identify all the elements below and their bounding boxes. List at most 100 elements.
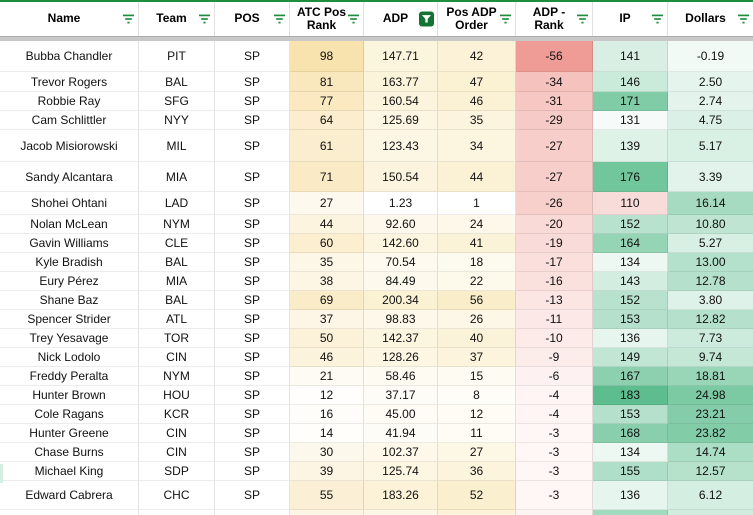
cell-team[interactable]: CIN bbox=[139, 443, 215, 462]
cell-atc[interactable]: 50 bbox=[290, 329, 364, 348]
cell-ip[interactable]: 146 bbox=[593, 72, 668, 92]
cell-ip[interactable]: 183 bbox=[593, 386, 668, 405]
partial-cell-order[interactable] bbox=[438, 510, 516, 515]
cell-name[interactable]: Spencer Strider bbox=[0, 310, 139, 329]
cell-adp[interactable]: 142.60 bbox=[364, 234, 438, 253]
cell-ip[interactable]: 134 bbox=[593, 253, 668, 272]
cell-team[interactable]: SFG bbox=[139, 92, 215, 111]
cell-order[interactable]: 40 bbox=[438, 329, 516, 348]
cell-team[interactable]: MIA bbox=[139, 272, 215, 291]
cell-team[interactable]: CLE bbox=[139, 234, 215, 253]
cell-adp[interactable]: 84.49 bbox=[364, 272, 438, 291]
cell-pos[interactable]: SP bbox=[215, 130, 290, 162]
cell-atc[interactable]: 61 bbox=[290, 130, 364, 162]
cell-team[interactable]: LAD bbox=[139, 192, 215, 215]
filter-icon[interactable] bbox=[198, 14, 211, 24]
cell-ip[interactable]: 168 bbox=[593, 424, 668, 443]
column-header-ip[interactable]: IP bbox=[593, 2, 668, 36]
cell-diff[interactable]: -3 bbox=[516, 443, 593, 462]
cell-team[interactable]: HOU bbox=[139, 386, 215, 405]
cell-pos[interactable]: SP bbox=[215, 481, 290, 510]
cell-dollars[interactable]: 14.74 bbox=[668, 443, 753, 462]
partial-cell-ip[interactable] bbox=[593, 510, 668, 515]
cell-atc[interactable]: 12 bbox=[290, 386, 364, 405]
cell-name[interactable]: Chase Burns bbox=[0, 443, 139, 462]
cell-adp[interactable]: 123.43 bbox=[364, 130, 438, 162]
cell-name[interactable]: Jacob Misiorowski bbox=[0, 130, 139, 162]
cell-pos[interactable]: SP bbox=[215, 329, 290, 348]
partial-cell-pos[interactable] bbox=[215, 510, 290, 515]
cell-order[interactable]: 15 bbox=[438, 367, 516, 386]
cell-diff[interactable]: -4 bbox=[516, 386, 593, 405]
cell-name[interactable]: Hunter Brown bbox=[0, 386, 139, 405]
cell-atc[interactable]: 30 bbox=[290, 443, 364, 462]
cell-name[interactable]: Gavin Williams bbox=[0, 234, 139, 253]
cell-dollars[interactable]: 23.21 bbox=[668, 405, 753, 424]
cell-team[interactable]: CHC bbox=[139, 481, 215, 510]
cell-atc[interactable]: 21 bbox=[290, 367, 364, 386]
cell-ip[interactable]: 152 bbox=[593, 291, 668, 310]
filter-icon[interactable] bbox=[499, 14, 512, 24]
cell-name[interactable]: Michael King bbox=[0, 462, 139, 481]
cell-pos[interactable]: SP bbox=[215, 72, 290, 92]
cell-ip[interactable]: 141 bbox=[593, 41, 668, 72]
cell-name[interactable]: Shohei Ohtani bbox=[0, 192, 139, 215]
cell-adp[interactable]: 200.34 bbox=[364, 291, 438, 310]
cell-name[interactable]: Eury Pérez bbox=[0, 272, 139, 291]
cell-ip[interactable]: 143 bbox=[593, 272, 668, 291]
partial-cell-adp[interactable] bbox=[364, 510, 438, 515]
cell-atc[interactable]: 77 bbox=[290, 92, 364, 111]
filter-icon[interactable] bbox=[347, 14, 360, 24]
cell-team[interactable]: TOR bbox=[139, 329, 215, 348]
cell-adp[interactable]: 125.69 bbox=[364, 111, 438, 130]
cell-diff[interactable]: -26 bbox=[516, 192, 593, 215]
cell-adp[interactable]: 147.71 bbox=[364, 41, 438, 72]
cell-dollars[interactable]: 3.80 bbox=[668, 291, 753, 310]
cell-adp[interactable]: 160.54 bbox=[364, 92, 438, 111]
cell-adp[interactable]: 128.26 bbox=[364, 348, 438, 367]
partial-cell-team[interactable] bbox=[139, 510, 215, 515]
cell-dollars[interactable]: 9.74 bbox=[668, 348, 753, 367]
cell-name[interactable]: Bubba Chandler bbox=[0, 41, 139, 72]
cell-pos[interactable]: SP bbox=[215, 192, 290, 215]
cell-ip[interactable]: 110 bbox=[593, 192, 668, 215]
column-header-atc[interactable]: ATC Pos Rank bbox=[290, 2, 364, 36]
column-header-dollars[interactable]: Dollars bbox=[668, 2, 753, 36]
cell-order[interactable]: 24 bbox=[438, 215, 516, 234]
cell-dollars[interactable]: 5.17 bbox=[668, 130, 753, 162]
cell-atc[interactable]: 16 bbox=[290, 405, 364, 424]
cell-atc[interactable]: 69 bbox=[290, 291, 364, 310]
cell-pos[interactable]: SP bbox=[215, 272, 290, 291]
cell-adp[interactable]: 58.46 bbox=[364, 367, 438, 386]
cell-diff[interactable]: -3 bbox=[516, 424, 593, 443]
cell-name[interactable]: Trey Yesavage bbox=[0, 329, 139, 348]
cell-diff[interactable]: -3 bbox=[516, 481, 593, 510]
cell-pos[interactable]: SP bbox=[215, 443, 290, 462]
cell-name[interactable]: Robbie Ray bbox=[0, 92, 139, 111]
cell-dollars[interactable]: 13.00 bbox=[668, 253, 753, 272]
cell-diff[interactable]: -3 bbox=[516, 462, 593, 481]
cell-pos[interactable]: SP bbox=[215, 111, 290, 130]
filter-icon[interactable] bbox=[122, 14, 135, 24]
partial-cell-atc[interactable] bbox=[290, 510, 364, 515]
cell-order[interactable]: 56 bbox=[438, 291, 516, 310]
cell-diff[interactable]: -56 bbox=[516, 41, 593, 72]
cell-ip[interactable]: 149 bbox=[593, 348, 668, 367]
cell-diff[interactable]: -13 bbox=[516, 291, 593, 310]
cell-team[interactable]: BAL bbox=[139, 291, 215, 310]
cell-order[interactable]: 12 bbox=[438, 405, 516, 424]
cell-order[interactable]: 42 bbox=[438, 41, 516, 72]
cell-name[interactable]: Nick Lodolo bbox=[0, 348, 139, 367]
cell-ip[interactable]: 131 bbox=[593, 111, 668, 130]
cell-name[interactable]: Cam Schlittler bbox=[0, 111, 139, 130]
cell-pos[interactable]: SP bbox=[215, 424, 290, 443]
cell-name[interactable]: Edward Cabrera bbox=[0, 481, 139, 510]
cell-dollars[interactable]: 5.27 bbox=[668, 234, 753, 253]
cell-adp[interactable]: 150.54 bbox=[364, 162, 438, 192]
cell-diff[interactable]: -6 bbox=[516, 367, 593, 386]
cell-diff[interactable]: -11 bbox=[516, 310, 593, 329]
cell-ip[interactable]: 167 bbox=[593, 367, 668, 386]
cell-team[interactable]: MIA bbox=[139, 162, 215, 192]
cell-pos[interactable]: SP bbox=[215, 462, 290, 481]
cell-dollars[interactable]: 18.81 bbox=[668, 367, 753, 386]
